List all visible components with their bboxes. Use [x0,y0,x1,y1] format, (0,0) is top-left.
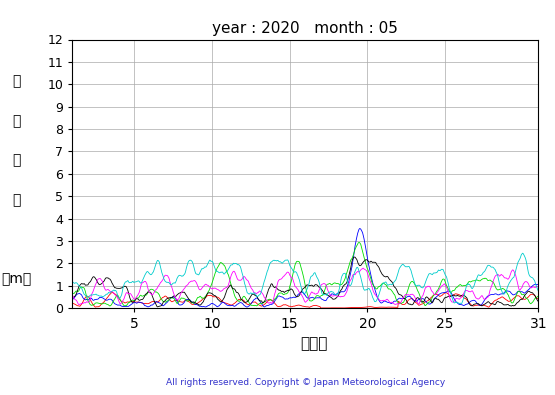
上ノ国 [416,303,422,308]
上ノ国 [70,301,77,306]
屋久島 [69,279,75,284]
上ノ国 [109,290,115,295]
上ノ国 [535,296,542,301]
屋久島 [70,280,77,285]
石廀崎 [269,298,275,303]
上ノ国 [322,306,329,310]
経ヶ尬 [70,294,77,299]
唐桑 [286,295,292,300]
Line: 石廀崎: 石廀崎 [72,243,538,306]
唐桑 [356,226,363,231]
石廀崎 [135,295,142,300]
上ノ国 [286,304,292,308]
石廀崎 [286,286,292,291]
経ヶ尬 [405,301,411,306]
上ノ国 [69,301,75,306]
屋久島 [519,251,526,256]
生月島 [70,296,77,301]
石廀崎 [69,291,75,295]
生月島 [135,292,142,297]
上ノ国 [135,299,142,304]
Line: 生月島: 生月島 [72,268,538,305]
屋久島 [285,260,292,264]
Title: year : 2020   month : 05: year : 2020 month : 05 [213,21,398,36]
唐桑 [134,301,141,305]
Line: 経ヶ尬: 経ヶ尬 [72,257,538,307]
生月島 [286,271,292,276]
屋久島 [456,301,463,306]
Line: 屋久島: 屋久島 [72,253,538,304]
Text: 高: 高 [12,193,21,207]
唐桑 [405,294,411,299]
唐桑 [535,282,542,287]
石廀崎 [535,294,542,299]
屋久島 [134,279,141,284]
屋久島 [415,283,421,288]
Text: 波: 波 [12,154,21,167]
生月島 [360,266,367,271]
Line: 唐桑: 唐桑 [72,229,538,307]
生月島 [416,301,422,306]
上ノ国 [405,299,411,303]
Line: 上ノ国: 上ノ国 [72,292,538,308]
石廀崎 [70,291,77,296]
経ヶ尬 [286,288,292,293]
生月島 [535,284,542,289]
唐桑 [70,296,77,301]
経ヶ尬 [535,299,542,304]
唐桑 [244,305,250,309]
経ヶ尬 [154,305,161,309]
石廀崎 [416,291,422,296]
Text: （日）: （日） [300,336,327,351]
Text: （m）: （m） [2,272,32,286]
経ヶ尬 [269,281,275,286]
Text: 義: 義 [12,114,21,128]
経ヶ尬 [416,296,422,301]
石廀崎 [107,304,113,308]
屋久島 [403,264,410,269]
唐桑 [69,297,75,301]
唐桑 [269,302,275,307]
唐桑 [416,297,422,301]
上ノ国 [269,298,275,303]
石廀崎 [405,288,411,292]
経ヶ尬 [134,296,141,301]
生月島 [69,293,75,297]
経ヶ尬 [69,295,75,300]
Text: 有: 有 [12,75,21,88]
経ヶ尬 [351,255,358,260]
Text: All rights reserved. Copyright © Japan Meteorological Agency: All rights reserved. Copyright © Japan M… [165,378,445,387]
生月島 [269,301,275,306]
屋久島 [268,260,274,265]
屋久島 [535,289,542,293]
石廀崎 [356,240,362,245]
生月島 [75,302,82,307]
生月島 [405,293,411,297]
